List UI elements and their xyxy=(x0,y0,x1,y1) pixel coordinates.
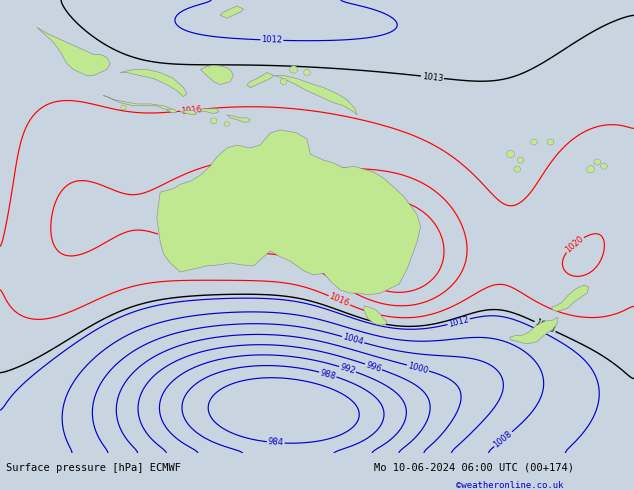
Polygon shape xyxy=(120,70,187,97)
Polygon shape xyxy=(220,6,243,18)
Text: 1016: 1016 xyxy=(181,104,203,116)
Text: 1012: 1012 xyxy=(261,35,283,45)
Text: 1020: 1020 xyxy=(158,230,180,245)
Text: 1024: 1024 xyxy=(339,259,359,280)
Polygon shape xyxy=(157,130,420,295)
Text: 1016: 1016 xyxy=(328,292,351,309)
Circle shape xyxy=(280,78,287,85)
Polygon shape xyxy=(180,111,197,115)
Polygon shape xyxy=(552,285,588,311)
Circle shape xyxy=(586,166,595,173)
Polygon shape xyxy=(364,306,387,325)
Circle shape xyxy=(224,122,230,126)
Circle shape xyxy=(507,150,515,158)
Text: 988: 988 xyxy=(319,368,337,381)
Text: 996: 996 xyxy=(365,360,382,374)
Polygon shape xyxy=(200,109,219,114)
Circle shape xyxy=(547,139,554,145)
Text: 1004: 1004 xyxy=(342,332,365,347)
Circle shape xyxy=(290,66,297,73)
Polygon shape xyxy=(103,96,172,111)
Text: 1013: 1013 xyxy=(534,318,557,335)
Circle shape xyxy=(600,163,607,169)
Circle shape xyxy=(121,105,126,110)
Polygon shape xyxy=(37,27,110,75)
Circle shape xyxy=(304,70,310,75)
Polygon shape xyxy=(227,115,250,122)
Circle shape xyxy=(594,159,600,165)
Circle shape xyxy=(531,139,537,145)
Text: 1020: 1020 xyxy=(564,234,585,254)
Circle shape xyxy=(210,118,217,124)
Text: 1008: 1008 xyxy=(492,429,514,449)
Circle shape xyxy=(514,166,521,172)
Text: ©weatheronline.co.uk: ©weatheronline.co.uk xyxy=(456,481,564,490)
Circle shape xyxy=(517,157,524,163)
Polygon shape xyxy=(247,73,274,88)
Polygon shape xyxy=(274,75,357,115)
Polygon shape xyxy=(167,109,177,113)
Text: Surface pressure [hPa] ECMWF: Surface pressure [hPa] ECMWF xyxy=(6,463,181,473)
Text: 1013: 1013 xyxy=(422,72,443,83)
Text: 984: 984 xyxy=(268,438,284,448)
Text: 1000: 1000 xyxy=(406,361,429,375)
Polygon shape xyxy=(510,318,557,343)
Text: 1012: 1012 xyxy=(448,315,470,329)
Polygon shape xyxy=(200,65,233,85)
Text: Mo 10-06-2024 06:00 UTC (00+174): Mo 10-06-2024 06:00 UTC (00+174) xyxy=(374,463,574,473)
Text: 992: 992 xyxy=(339,363,356,376)
